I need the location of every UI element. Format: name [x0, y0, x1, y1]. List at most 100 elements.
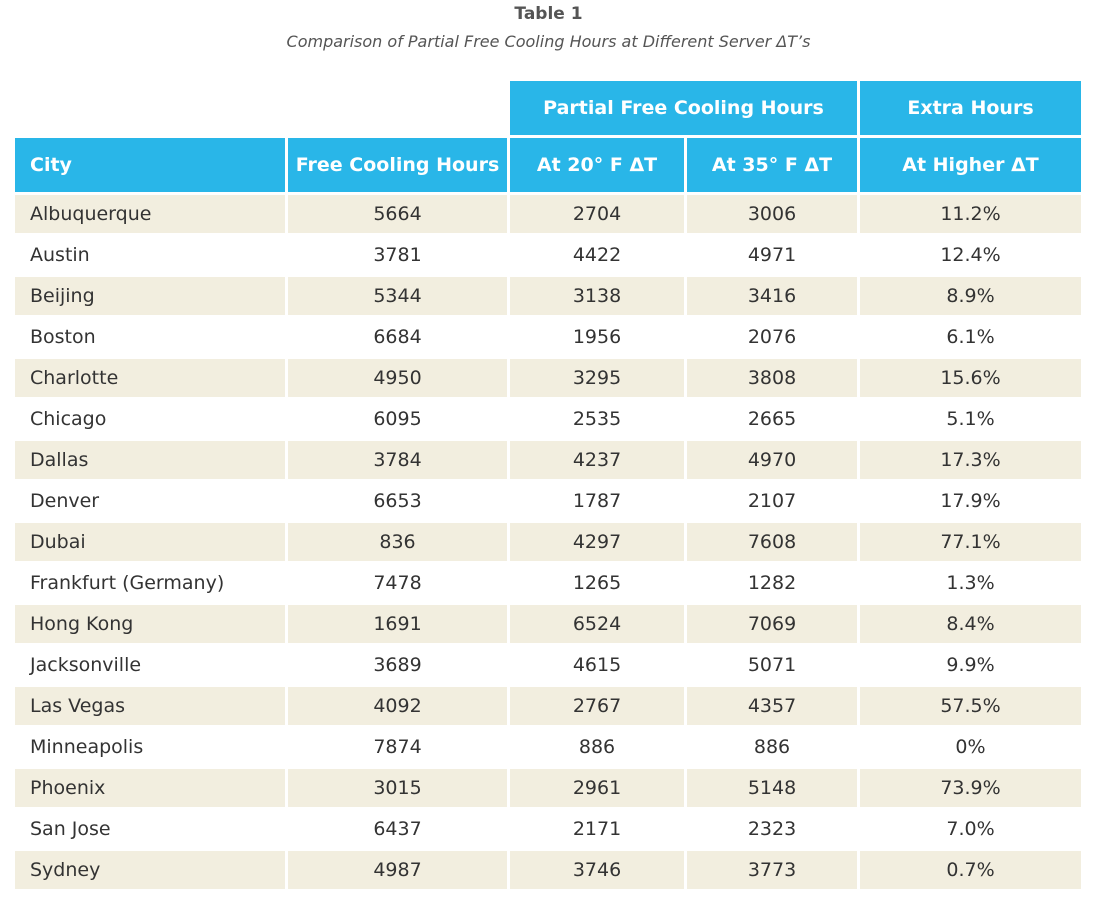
cell-at-35f: 5071: [687, 646, 857, 684]
cell-at-35f: 3773: [687, 851, 857, 889]
cell-extra-hours: 17.9%: [860, 482, 1081, 520]
cell-free-cooling-hours: 3781: [288, 236, 507, 274]
group-header-partial: Partial Free Cooling Hours: [510, 81, 857, 135]
cell-at-20f: 1956: [510, 318, 684, 356]
cell-at-20f: 3295: [510, 359, 684, 397]
table-row: Frankfurt (Germany) 7478 1265 1282 1.3%: [15, 564, 1081, 602]
cell-city: Austin: [15, 236, 285, 274]
cell-at-35f: 4357: [687, 687, 857, 725]
cell-city: Dallas: [15, 441, 285, 479]
cell-at-35f: 5148: [687, 769, 857, 807]
table-row: Jacksonville 3689 4615 5071 9.9%: [15, 646, 1081, 684]
cell-extra-hours: 6.1%: [860, 318, 1081, 356]
cell-extra-hours: 77.1%: [860, 523, 1081, 561]
table-title: Comparison of Partial Free Cooling Hours…: [286, 32, 811, 51]
cell-extra-hours: 0.7%: [860, 851, 1081, 889]
table-row: Las Vegas 4092 2767 4357 57.5%: [15, 687, 1081, 725]
cell-free-cooling-hours: 6095: [288, 400, 507, 438]
cell-at-20f: 2171: [510, 810, 684, 848]
cell-at-20f: 2535: [510, 400, 684, 438]
cell-at-20f: 4422: [510, 236, 684, 274]
cell-extra-hours: 7.0%: [860, 810, 1081, 848]
cell-free-cooling-hours: 836: [288, 523, 507, 561]
table-row: Beijing 5344 3138 3416 8.9%: [15, 277, 1081, 315]
group-header-extra: Extra Hours: [860, 81, 1081, 135]
cell-extra-hours: 0%: [860, 728, 1081, 766]
cell-city: Sydney: [15, 851, 285, 889]
cell-extra-hours: 9.9%: [860, 646, 1081, 684]
cell-free-cooling-hours: 6684: [288, 318, 507, 356]
cell-free-cooling-hours: 7874: [288, 728, 507, 766]
cell-city: Charlotte: [15, 359, 285, 397]
cell-at-20f: 2704: [510, 195, 684, 233]
cell-free-cooling-hours: 4950: [288, 359, 507, 397]
cell-at-20f: 3138: [510, 277, 684, 315]
cell-at-20f: 2767: [510, 687, 684, 725]
cell-free-cooling-hours: 3015: [288, 769, 507, 807]
column-header-at-35f: At 35° F ΔT: [687, 138, 857, 192]
cell-city: Hong Kong: [15, 605, 285, 643]
cell-city: Phoenix: [15, 769, 285, 807]
cell-extra-hours: 11.2%: [860, 195, 1081, 233]
table-row: Chicago 6095 2535 2665 5.1%: [15, 400, 1081, 438]
cell-at-35f: 886: [687, 728, 857, 766]
column-header-city: City: [15, 138, 285, 192]
cell-at-35f: 3808: [687, 359, 857, 397]
table-row: San Jose 6437 2171 2323 7.0%: [15, 810, 1081, 848]
cell-city: Denver: [15, 482, 285, 520]
cell-at-35f: 2323: [687, 810, 857, 848]
table-row: Dubai 836 4297 7608 77.1%: [15, 523, 1081, 561]
cell-at-35f: 3416: [687, 277, 857, 315]
table-row: Hong Kong 1691 6524 7069 8.4%: [15, 605, 1081, 643]
header-spacer: [15, 81, 507, 135]
cell-at-35f: 4971: [687, 236, 857, 274]
cell-free-cooling-hours: 3784: [288, 441, 507, 479]
cell-at-20f: 1787: [510, 482, 684, 520]
cell-at-35f: 3006: [687, 195, 857, 233]
table-row: Phoenix 3015 2961 5148 73.9%: [15, 769, 1081, 807]
cell-free-cooling-hours: 6437: [288, 810, 507, 848]
cell-city: Las Vegas: [15, 687, 285, 725]
cell-free-cooling-hours: 1691: [288, 605, 507, 643]
cooling-hours-table: Partial Free Cooling Hours Extra Hours C…: [12, 78, 1084, 892]
cell-free-cooling-hours: 3689: [288, 646, 507, 684]
cell-extra-hours: 8.4%: [860, 605, 1081, 643]
cell-at-20f: 886: [510, 728, 684, 766]
cell-at-35f: 2665: [687, 400, 857, 438]
cell-free-cooling-hours: 6653: [288, 482, 507, 520]
table-row: Albuquerque 5664 2704 3006 11.2%: [15, 195, 1081, 233]
table-body: Albuquerque 5664 2704 3006 11.2% Austin 3781 44…: [15, 195, 1081, 889]
cell-at-35f: 2076: [687, 318, 857, 356]
cell-free-cooling-hours: 4987: [288, 851, 507, 889]
cell-extra-hours: 8.9%: [860, 277, 1081, 315]
cell-city: Minneapolis: [15, 728, 285, 766]
cell-extra-hours: 17.3%: [860, 441, 1081, 479]
table-row: Minneapolis 7874 886 886 0%: [15, 728, 1081, 766]
cell-at-35f: 4970: [687, 441, 857, 479]
column-header-at-20f: At 20° F ΔT: [510, 138, 684, 192]
cell-city: San Jose: [15, 810, 285, 848]
column-header-higher-dt: At Higher ΔT: [860, 138, 1081, 192]
table-row: Charlotte 4950 3295 3808 15.6%: [15, 359, 1081, 397]
cell-at-20f: 6524: [510, 605, 684, 643]
cell-city: Dubai: [15, 523, 285, 561]
cell-free-cooling-hours: 7478: [288, 564, 507, 602]
cell-city: Frankfurt (Germany): [15, 564, 285, 602]
cell-city: Albuquerque: [15, 195, 285, 233]
cell-at-20f: 4237: [510, 441, 684, 479]
cell-extra-hours: 15.6%: [860, 359, 1081, 397]
cell-extra-hours: 73.9%: [860, 769, 1081, 807]
cell-at-35f: 7069: [687, 605, 857, 643]
cell-free-cooling-hours: 4092: [288, 687, 507, 725]
cell-extra-hours: 12.4%: [860, 236, 1081, 274]
cell-city: Beijing: [15, 277, 285, 315]
cell-city: Jacksonville: [15, 646, 285, 684]
cell-at-35f: 1282: [687, 564, 857, 602]
column-header-free-cooling: Free Cooling Hours: [288, 138, 507, 192]
cell-at-20f: 1265: [510, 564, 684, 602]
cell-at-20f: 3746: [510, 851, 684, 889]
cell-at-35f: 7608: [687, 523, 857, 561]
table-row: Dallas 3784 4237 4970 17.3%: [15, 441, 1081, 479]
cell-at-20f: 4615: [510, 646, 684, 684]
cell-city: Boston: [15, 318, 285, 356]
